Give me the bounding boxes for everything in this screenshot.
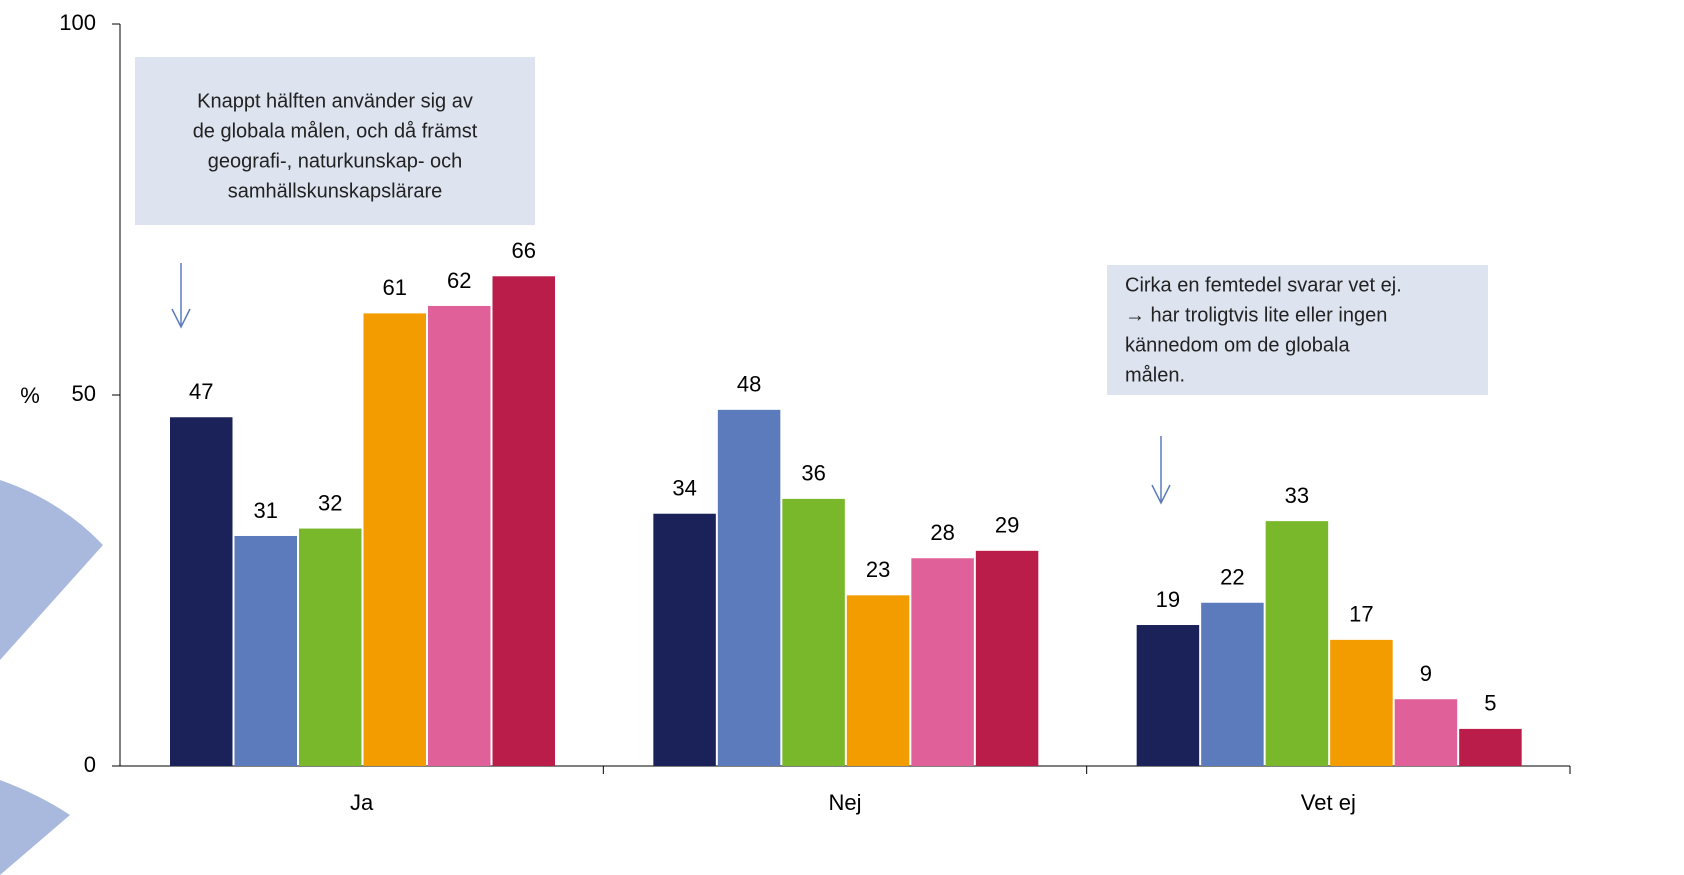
annotation-box	[135, 57, 535, 225]
bar	[1265, 521, 1329, 766]
data-label: 47	[189, 379, 213, 404]
data-label: 32	[318, 490, 342, 515]
annotation-2: Cirka en femtedel svarar vet ej. → har tr…	[1107, 265, 1488, 505]
x-tick-label: Vet ej	[1301, 790, 1356, 815]
y-tick-label: 100	[59, 10, 96, 35]
data-label: 62	[447, 268, 471, 293]
data-label: 9	[1420, 661, 1432, 686]
data-label: 33	[1285, 483, 1309, 508]
bar	[1459, 728, 1522, 766]
bar	[717, 409, 781, 766]
data-label: 19	[1156, 587, 1180, 612]
bar	[170, 417, 233, 766]
data-label: 28	[930, 520, 954, 545]
annotation-box	[1107, 265, 1488, 395]
bar	[234, 535, 297, 766]
bar	[1394, 699, 1458, 766]
data-label: 34	[672, 476, 696, 501]
y-axis-label: %	[20, 383, 40, 408]
y-tick-label: 0	[84, 752, 96, 777]
bar	[428, 305, 491, 766]
bar	[299, 528, 362, 766]
annotation-text: → har troligtvis lite eller ingen	[1125, 304, 1387, 326]
y-tick-label: 50	[72, 381, 96, 406]
data-label: 17	[1349, 602, 1373, 627]
bar	[782, 498, 845, 766]
annotation-text: samhällskunskapslärare	[228, 180, 443, 202]
bar	[653, 513, 716, 766]
annotation-text: målen.	[1125, 364, 1185, 386]
bar	[363, 313, 426, 766]
bar	[1330, 639, 1393, 766]
data-label: 23	[866, 557, 890, 582]
arrow-head	[171, 308, 191, 329]
annotation-text: Cirka en femtedel svarar vet ej.	[1125, 274, 1402, 296]
data-label: 22	[1220, 565, 1244, 590]
bar	[492, 276, 555, 766]
annotation-1: Knappt hälften använder sig av de globala…	[135, 57, 535, 329]
background-decoration	[0, 480, 103, 875]
bar	[911, 558, 974, 766]
x-tick-label: Nej	[828, 790, 861, 815]
data-label: 36	[801, 461, 825, 486]
data-label: 61	[383, 275, 407, 300]
x-tick-label: Ja	[350, 790, 374, 815]
annotation-text: Knappt hälften använder sig av	[197, 90, 473, 112]
arrow-head	[1151, 484, 1171, 505]
data-label: 29	[995, 513, 1019, 538]
bar	[846, 595, 910, 766]
bar	[1201, 602, 1264, 766]
data-label: 31	[254, 498, 278, 523]
data-label: 5	[1484, 691, 1496, 716]
bar	[975, 550, 1039, 766]
annotation-text: kännedom om de globala	[1125, 334, 1350, 356]
decor-arc	[0, 780, 70, 875]
annotation-text: de globala målen, och då främst	[193, 120, 478, 142]
bar	[1136, 625, 1200, 766]
data-label: 66	[512, 238, 536, 263]
data-label: 48	[737, 372, 761, 397]
annotation-text: geografi-, naturkunskap- och	[208, 150, 463, 172]
decor-arc	[0, 480, 103, 660]
